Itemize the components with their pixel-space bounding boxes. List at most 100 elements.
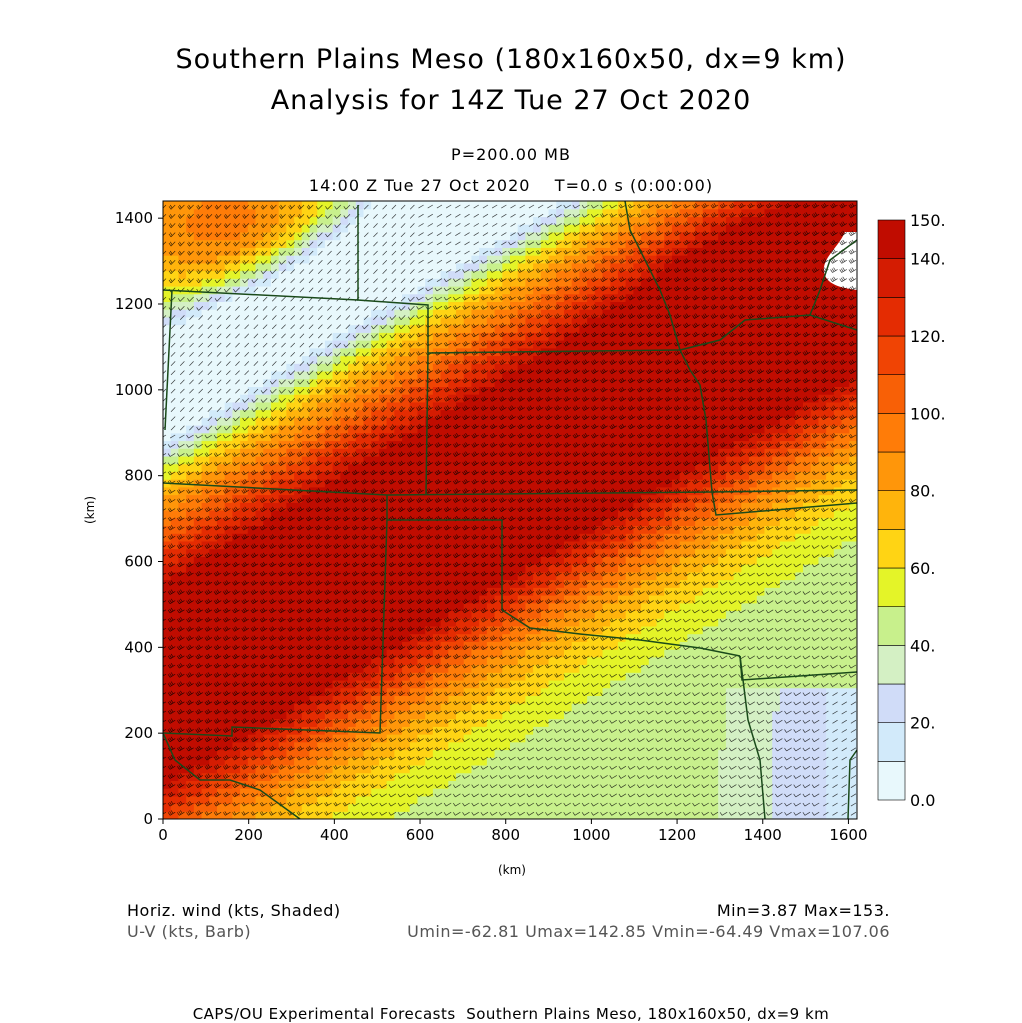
field-cell [579,579,588,588]
field-cell [556,533,565,542]
field-cell [355,324,365,333]
field-cell [517,316,527,326]
field-cell [332,764,341,774]
field-cell [625,239,634,248]
field-cell [286,332,295,341]
field-cell [510,370,519,380]
field-cell [417,656,426,666]
field-cell [309,394,318,403]
field-cell [540,772,550,781]
field-cell [340,355,349,364]
field-cell [471,618,480,627]
field-cell [617,679,627,689]
field-cell [594,587,604,596]
field-cell [479,510,488,519]
field-cell [371,471,380,480]
field-cell [209,772,218,781]
field-cell [363,811,372,819]
field-cell [224,255,233,264]
field-cell [409,417,419,426]
field-cell [510,811,519,819]
field-cell [317,672,326,681]
field-cell [294,726,303,735]
field-cell [594,625,604,635]
field-cell [425,602,434,612]
field-cell [255,340,264,349]
field-cell [163,795,172,805]
field-cell [309,672,318,681]
field-cell [186,718,195,727]
field-cell [240,370,249,380]
field-cell [178,255,187,264]
field-cell [263,726,272,735]
field-cell [533,718,542,727]
field-cell [286,239,295,248]
field-cell [533,710,542,720]
field-cell [432,780,442,789]
field-cell [471,703,480,712]
field-cell [502,440,511,449]
field-cell [224,417,233,426]
field-cell [579,316,588,326]
field-cell [170,231,180,241]
field-cell [201,231,210,241]
field-cell [255,386,264,395]
field-cell [402,687,411,696]
field-cell [201,695,210,704]
field-cell [270,741,280,751]
field-cell [355,548,365,557]
field-cell [641,656,650,666]
field-cell [301,772,311,781]
field-cell [556,664,565,673]
field-cell [309,517,318,527]
field-cell [371,455,380,465]
field-cell [602,324,611,333]
field-cell [417,239,426,248]
field-cell [270,579,280,588]
field-cell [255,455,264,465]
field-cell [324,417,334,426]
field-cell [617,788,627,797]
field-cell [247,471,257,480]
field-cell [617,409,627,418]
field-cell [340,386,349,395]
field-cell [386,440,395,449]
field-cell [556,285,565,295]
field-cell [556,255,565,264]
field-cell [456,687,465,696]
field-cell [348,525,357,534]
field-cell [186,803,195,812]
field-cell [216,278,226,287]
field-cell [371,425,380,434]
field-cell [463,471,473,480]
field-cell [448,803,457,812]
field-cell [440,618,449,627]
field-cell [332,795,341,805]
field-cell [216,718,226,727]
chart-title-line2: Analysis for 14Z Tue 27 Oct 2020 [270,85,752,116]
field-cell [201,587,210,596]
field-cell [548,656,557,666]
field-cell [263,571,272,581]
field-cell [270,231,280,241]
field-cell [533,726,542,735]
field-cell [548,394,557,403]
field-cell [448,672,457,681]
field-cell [448,564,457,573]
field-cell [348,309,357,318]
field-cell [348,340,357,349]
field-cell [587,540,596,550]
field-cell [479,309,488,318]
field-cell [247,332,257,341]
field-cell [409,579,419,588]
field-cell [201,672,210,681]
field-cell [216,610,226,619]
field-cell [471,710,480,720]
field-cell [479,540,488,550]
field-cell [486,633,496,642]
field-cell [186,247,195,256]
field-cell [263,479,272,488]
field-cell [625,579,634,588]
field-cell [471,795,480,805]
field-cell [625,262,634,272]
